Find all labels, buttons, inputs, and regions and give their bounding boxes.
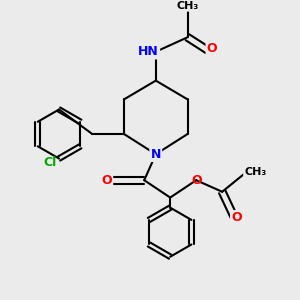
Text: O: O [101,174,112,187]
Text: Cl: Cl [44,156,57,170]
Text: CH₃: CH₃ [244,167,266,177]
Text: CH₃: CH₃ [176,1,199,10]
Text: O: O [191,174,202,187]
Text: N: N [151,148,161,161]
Text: O: O [207,42,218,55]
Text: O: O [231,211,242,224]
Text: HN: HN [138,45,159,58]
